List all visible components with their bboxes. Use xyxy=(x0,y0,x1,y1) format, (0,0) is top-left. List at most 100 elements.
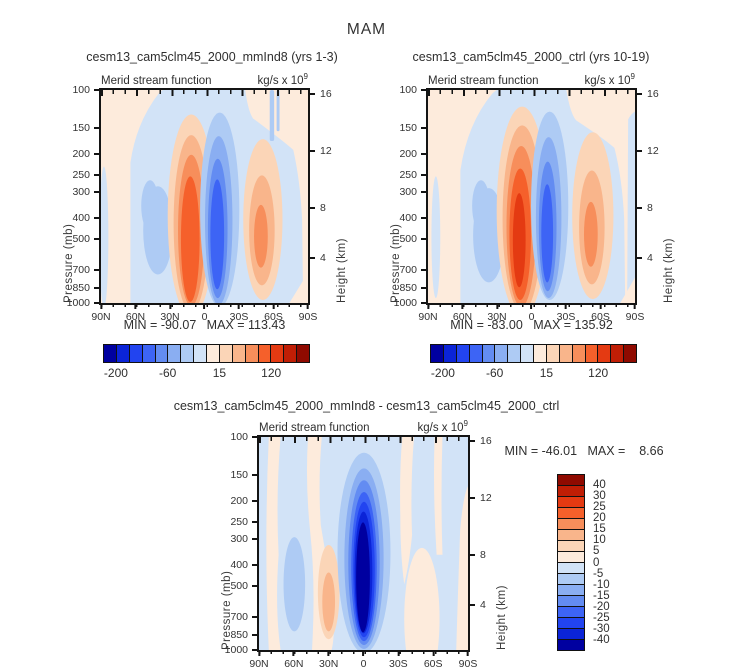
diff-legend-box xyxy=(558,628,584,639)
diff-legend-box xyxy=(558,606,584,617)
bottom-minor-ticks xyxy=(101,303,308,307)
height-tick: 8 xyxy=(635,202,653,214)
diff-legend-box xyxy=(558,639,584,650)
colorbar-box xyxy=(494,345,508,362)
diff-legend-label: -30 xyxy=(593,622,610,635)
diff-minmax: MIN = -46.01 MAX = 8.66 xyxy=(504,444,664,458)
diff-legend-box xyxy=(558,562,584,573)
diff-panel-subtitle: cesm13_cam5clm45_2000_mmInd8 - cesm13_ca… xyxy=(173,399,560,413)
top-major-ticks xyxy=(259,437,468,443)
left-panel: Merid stream function kg/s x 109 xyxy=(63,72,348,380)
latitude-tick-label: 30N xyxy=(319,658,339,670)
colorbar-box xyxy=(481,345,495,362)
diff-legend-box xyxy=(558,518,584,529)
colorbar-label: 15 xyxy=(539,366,554,380)
plot-units: kg/s x 109 xyxy=(417,419,468,434)
height-tick-label: 16 xyxy=(647,88,659,101)
colorbar-box xyxy=(193,345,206,362)
height-tick: 8 xyxy=(468,549,486,561)
height-tick: 4 xyxy=(468,599,486,611)
height-tick: 16 xyxy=(635,88,659,100)
diff-legend-label: -20 xyxy=(593,600,610,613)
colorbar-box xyxy=(571,345,585,362)
height-tick: 4 xyxy=(635,252,653,264)
bottom-minor-ticks xyxy=(259,650,468,654)
height-tick-label: 8 xyxy=(480,548,486,561)
right-plot-header: Merid stream function kg/s x 109 xyxy=(428,72,635,87)
colorbar-box xyxy=(468,345,482,362)
colorbar-box xyxy=(128,345,142,362)
colorbar-box xyxy=(244,345,258,362)
pressure-axis-label: Pressure (mb) xyxy=(221,570,233,650)
diff-legend-label: -15 xyxy=(593,589,610,602)
colorbar-box xyxy=(533,345,546,362)
height-axis-label: Height (km) xyxy=(336,238,348,303)
colorbar-box xyxy=(610,345,624,362)
colorbar-box xyxy=(623,345,636,362)
diff-legend-box xyxy=(558,485,584,496)
diff-legend-box xyxy=(558,507,584,518)
left-minmax: MIN = -90.07 MAX = 113.43 xyxy=(123,318,286,332)
height-tick-label: 4 xyxy=(320,252,326,265)
latitude-tick-label: 0 xyxy=(360,658,367,670)
colorbar-box xyxy=(520,345,533,362)
latitude-tick-label: 90N xyxy=(91,311,111,323)
colorbar-box xyxy=(141,345,155,362)
colorbar-label: -200 xyxy=(103,366,128,380)
diff-legend-label: 25 xyxy=(593,501,606,514)
right-minmax: MIN = -83.00 MAX = 135.92 xyxy=(450,318,613,332)
plot-field-title: Merid stream function xyxy=(259,422,370,434)
height-tick: 12 xyxy=(308,145,332,157)
colorbar-boxes xyxy=(430,344,637,363)
bottom-minor-ticks xyxy=(428,303,635,307)
height-tick-label: 4 xyxy=(480,599,486,612)
diff-legend-label: -25 xyxy=(593,611,610,624)
diff-legend-box xyxy=(558,595,584,606)
left-contour-plot xyxy=(101,90,308,303)
diff-legend-box xyxy=(558,475,584,485)
colorbar-box xyxy=(545,345,559,362)
right-colorbar: -200 -60 15 120 xyxy=(430,344,637,380)
colorbar-box xyxy=(584,345,598,362)
diff-legend-label: -40 xyxy=(593,633,610,646)
colorbar-boxes xyxy=(103,344,310,363)
colorbar-box xyxy=(206,345,219,362)
colorbar-box xyxy=(257,345,271,362)
colorbar-label: -200 xyxy=(430,366,455,380)
colorbar-box xyxy=(283,345,297,362)
height-tick-label: 12 xyxy=(320,144,332,157)
figure-title: MAM xyxy=(346,21,387,38)
left-plot-header: Merid stream function kg/s x 109 xyxy=(101,72,308,87)
plot-units: kg/s x 109 xyxy=(584,72,635,87)
diff-legend: 40 30 25 20 15 10 5 0 -5 -10 -15 -20 -25 -30 -40 xyxy=(557,474,610,651)
diff-legend-box xyxy=(558,496,584,507)
height-tick-label: 4 xyxy=(647,252,653,265)
colorbar-box xyxy=(507,345,521,362)
colorbar-box xyxy=(180,345,194,362)
colorbar-box xyxy=(455,345,469,362)
colorbar-label: 120 xyxy=(588,366,609,380)
diff-legend-label: 30 xyxy=(593,490,606,503)
colorbar-box xyxy=(270,345,284,362)
plot-field-title: Merid stream function xyxy=(428,75,539,87)
diff-legend-box xyxy=(558,573,584,584)
diff-legend-box xyxy=(558,551,584,562)
right-contour-plot xyxy=(428,90,635,303)
height-tick: 12 xyxy=(468,492,492,504)
latitude-tick-label: 60N xyxy=(284,658,304,670)
colorbar-labels: -200 -60 15 120 xyxy=(103,366,310,380)
colorbar-label: -60 xyxy=(486,366,504,380)
colorbar-box xyxy=(154,345,168,362)
pressure-axis-label: Pressure (mb) xyxy=(390,223,402,303)
diff-panel: Merid stream function kg/s x 109 100 150 2… xyxy=(221,419,508,670)
diff-legend-label: -10 xyxy=(593,578,610,591)
height-tick: 16 xyxy=(308,88,332,100)
height-axis-label: Height (km) xyxy=(496,585,508,650)
colorbar-box xyxy=(167,345,181,362)
diff-plot-header: Merid stream function kg/s x 109 xyxy=(259,419,468,434)
diff-legend-box xyxy=(558,617,584,628)
height-tick: 16 xyxy=(468,435,492,447)
colorbar-box xyxy=(558,345,572,362)
right-panel-subtitle: cesm13_cam5clm45_2000_ctrl (yrs 10-19) xyxy=(412,50,650,64)
